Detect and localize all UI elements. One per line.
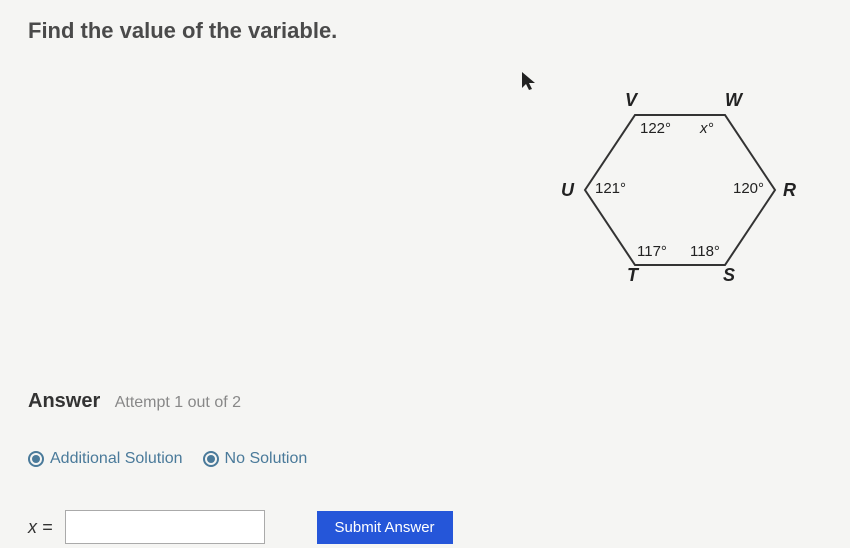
vertex-u: U [561, 180, 574, 201]
angle-w: x° [700, 120, 714, 137]
vertex-v: V [625, 90, 637, 111]
vertex-r: R [783, 180, 796, 201]
vertex-w: W [725, 90, 742, 111]
angle-v: 122° [640, 120, 671, 137]
radio-icon [203, 451, 219, 467]
radio-icon [28, 451, 44, 467]
additional-solution-option[interactable]: Additional Solution [28, 450, 183, 468]
angle-t: 117° [637, 243, 667, 260]
vertex-s: S [723, 265, 735, 286]
question-text: Find the value of the variable. [28, 18, 337, 44]
angle-r: 120° [733, 180, 764, 197]
submit-button[interactable]: Submit Answer [317, 511, 453, 544]
answer-heading: Answer [28, 390, 100, 412]
additional-solution-label: Additional Solution [50, 450, 183, 468]
no-solution-label: No Solution [225, 450, 308, 468]
no-solution-option[interactable]: No Solution [203, 450, 308, 468]
answer-input-row: x = Submit Answer [28, 510, 453, 544]
hexagon-diagram: V W R S T U 122° x° 120° 118° 117° 121° [555, 95, 805, 295]
vertex-t: T [627, 265, 638, 286]
answer-section: Answer Attempt 1 out of 2 [28, 390, 241, 413]
attempt-text: Attempt 1 out of 2 [115, 394, 241, 411]
angle-s: 118° [690, 243, 720, 260]
hexagon-shape [555, 95, 805, 295]
solution-options: Additional Solution No Solution [28, 450, 307, 468]
answer-input[interactable] [65, 510, 265, 544]
cursor-icon [520, 70, 538, 98]
angle-u: 121° [595, 180, 626, 197]
variable-equals: x = [28, 517, 53, 538]
